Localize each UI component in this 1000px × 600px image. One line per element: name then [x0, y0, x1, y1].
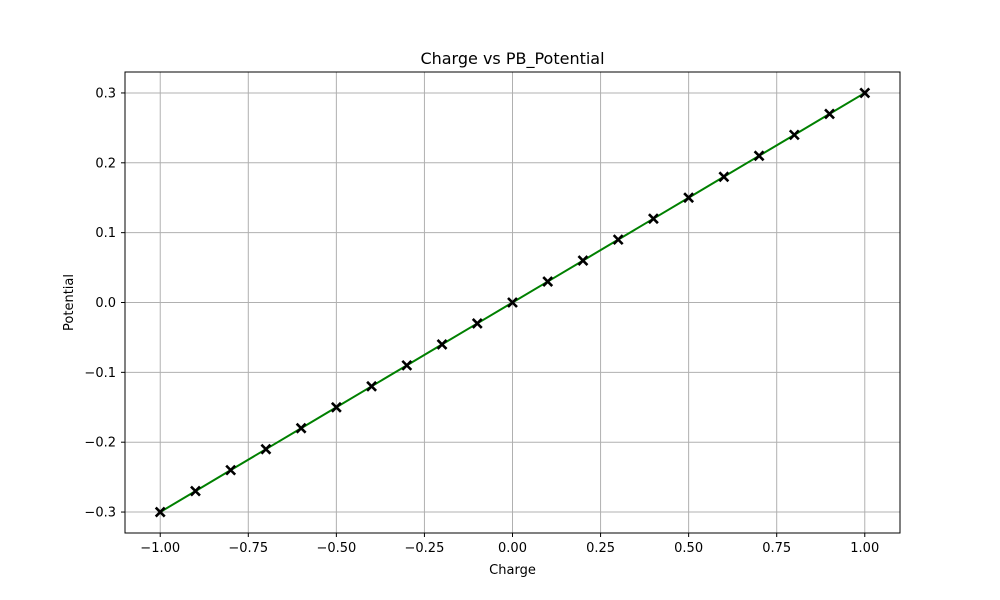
data-point-marker [436, 338, 448, 350]
series-layer [154, 87, 871, 518]
chart-title: Charge vs PB_Potential [420, 49, 604, 69]
data-point-marker [154, 506, 166, 518]
y-tick-label: −0.1 [84, 366, 116, 381]
data-point-marker [788, 129, 800, 141]
data-point-marker [824, 108, 835, 120]
data-point-marker [612, 234, 624, 246]
data-point-marker [753, 150, 765, 162]
y-tick-label: 0.3 [95, 86, 116, 101]
data-point-marker [507, 297, 518, 308]
data-point-marker [577, 255, 589, 267]
x-tick-label: −1.00 [140, 541, 180, 556]
data-point-marker [330, 401, 342, 413]
y-tick-label: −0.3 [84, 506, 116, 521]
x-tick-label: 1.00 [850, 541, 879, 556]
data-point-marker [225, 464, 237, 476]
x-tick-label: 0.75 [762, 541, 791, 556]
data-point-marker [859, 87, 871, 99]
data-point-marker [718, 171, 730, 183]
y-tick-label: 0.2 [95, 156, 116, 171]
ticks: −1.00 −0.75 −0.50 −0.25 0.00 0.25 0.50 0.75 1.00… [84, 86, 879, 556]
y-tick-label: 0.1 [95, 226, 116, 241]
data-point-marker [683, 192, 695, 204]
data-point-marker [295, 422, 307, 434]
y-tick-label: 0.0 [95, 296, 116, 311]
data-point-marker [260, 443, 272, 455]
x-tick-label: 0.00 [498, 541, 527, 556]
x-tick-label: 0.25 [586, 541, 615, 556]
data-point-marker [366, 380, 378, 392]
data-point-marker [401, 359, 413, 371]
x-axis-title: Charge [489, 563, 536, 578]
y-axis-title: Potential [62, 274, 77, 331]
x-tick-label: −0.75 [228, 541, 268, 556]
data-point-marker [542, 276, 554, 287]
x-tick-label: 0.50 [674, 541, 703, 556]
y-tick-label: −0.2 [84, 436, 116, 451]
data-point-marker [471, 318, 483, 329]
x-tick-label: −0.25 [405, 541, 445, 556]
x-tick-label: −0.50 [316, 541, 356, 556]
data-point-marker [647, 213, 659, 225]
data-point-marker [190, 485, 201, 497]
